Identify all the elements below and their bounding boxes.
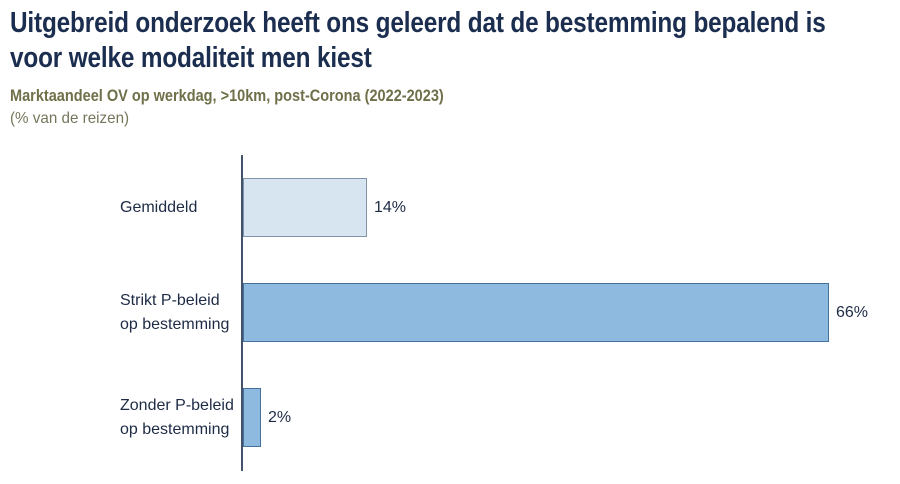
value-label: 66% — [836, 303, 869, 321]
bar — [243, 388, 261, 447]
bar-wrap: 66% — [243, 283, 868, 342]
category-label: Strikt P-beleid op bestemming — [120, 291, 230, 333]
value-label: 2% — [268, 408, 292, 426]
bar-row: Strikt P-beleid op bestemming 66% — [0, 283, 900, 342]
bar-wrap: 2% — [243, 388, 291, 447]
bar — [243, 178, 367, 237]
category-label: Zonder P-beleid op bestemming — [120, 396, 234, 438]
bar — [243, 283, 829, 342]
value-label: 14% — [374, 198, 407, 216]
bar-row: Gemiddeld 14% — [0, 178, 900, 237]
unit-note: (% van de reizen) — [10, 110, 130, 127]
y-axis-line — [241, 155, 243, 471]
bar-wrap: 14% — [243, 178, 406, 237]
category-label: Gemiddeld — [120, 198, 198, 216]
page-title: Uitgebreid onderzoek heeft ons geleerd d… — [10, 7, 826, 74]
header: Uitgebreid onderzoek heeft ons geleerd d… — [10, 6, 900, 76]
chart-subtitle: Marktaandeel OV op werkdag, >10km, post-… — [10, 87, 444, 105]
bar-row: Zonder P-beleid op bestemming 2% — [0, 388, 900, 447]
